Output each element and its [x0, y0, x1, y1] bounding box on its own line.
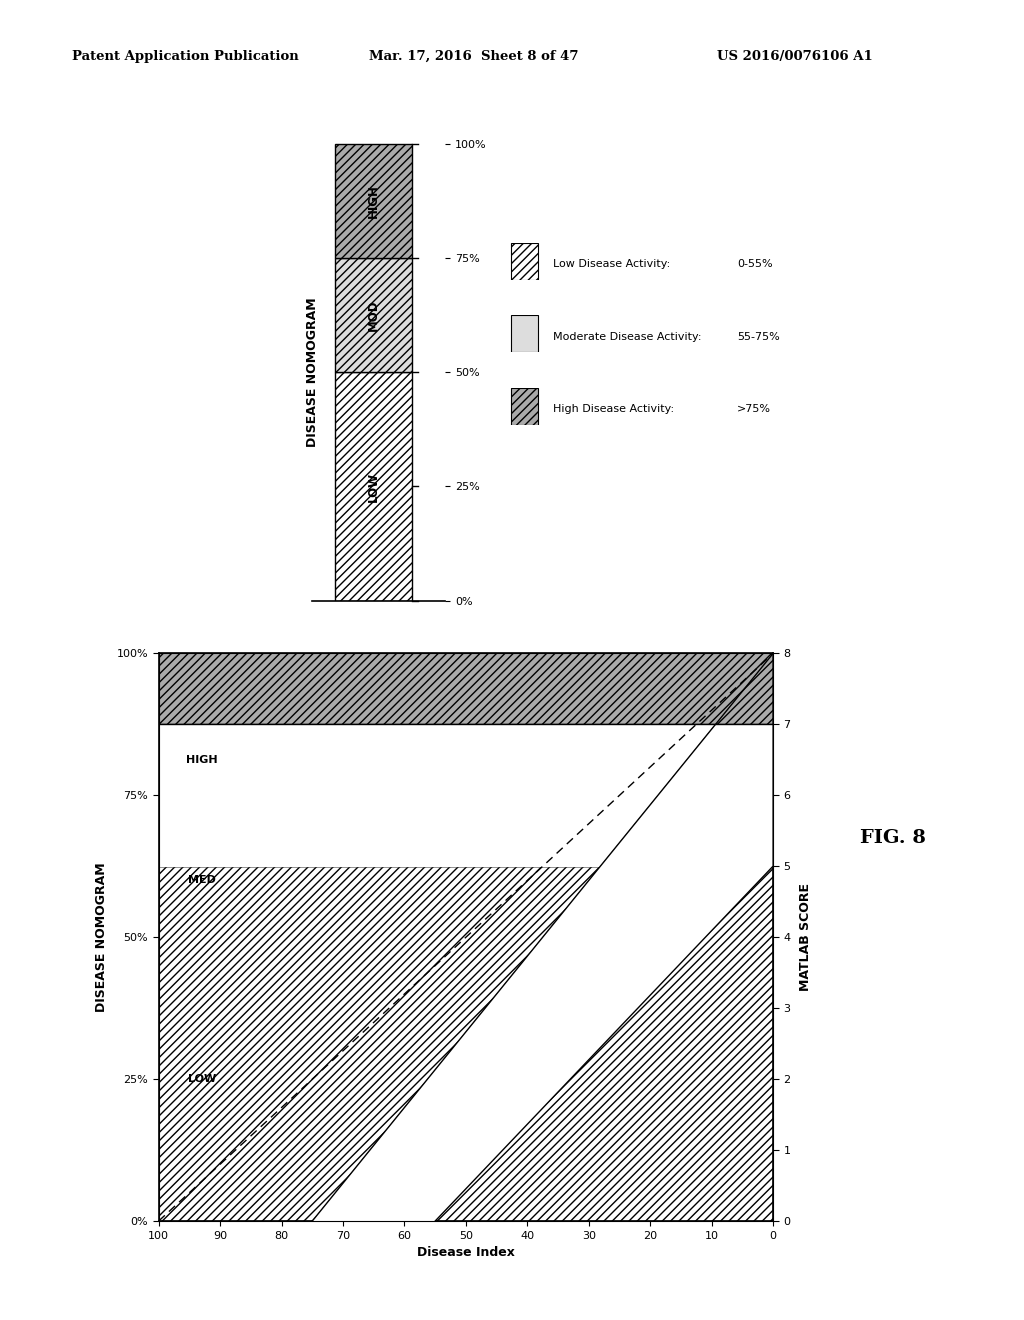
- Bar: [335, 372, 412, 601]
- Text: FIG. 8: FIG. 8: [860, 829, 926, 847]
- Text: MOD: MOD: [367, 300, 380, 331]
- Text: 55-75%: 55-75%: [737, 331, 780, 342]
- Bar: [511, 243, 539, 280]
- Bar: [511, 388, 539, 425]
- Bar: [511, 315, 539, 352]
- Text: Mar. 17, 2016  Sheet 8 of 47: Mar. 17, 2016 Sheet 8 of 47: [369, 50, 579, 63]
- Y-axis label: MATLAB SCORE: MATLAB SCORE: [799, 883, 812, 991]
- Bar: [335, 259, 412, 372]
- Text: DISEASE NOMOGRAM: DISEASE NOMOGRAM: [306, 297, 318, 447]
- Text: MED: MED: [187, 875, 216, 886]
- Text: 0-55%: 0-55%: [737, 259, 773, 269]
- Text: Low Disease Activity:: Low Disease Activity:: [553, 259, 671, 269]
- Text: High Disease Activity:: High Disease Activity:: [553, 404, 674, 414]
- Text: LOW: LOW: [187, 1074, 216, 1084]
- Y-axis label: DISEASE NOMOGRAM: DISEASE NOMOGRAM: [95, 862, 109, 1012]
- Text: US 2016/0076106 A1: US 2016/0076106 A1: [717, 50, 872, 63]
- Text: >75%: >75%: [737, 404, 771, 414]
- Text: Patent Application Publication: Patent Application Publication: [72, 50, 298, 63]
- X-axis label: Disease Index: Disease Index: [417, 1246, 515, 1259]
- Bar: [335, 144, 412, 259]
- Text: HIGH: HIGH: [186, 755, 217, 764]
- Text: Moderate Disease Activity:: Moderate Disease Activity:: [553, 331, 701, 342]
- Text: LOW: LOW: [367, 471, 380, 502]
- Text: HIGH: HIGH: [367, 185, 380, 218]
